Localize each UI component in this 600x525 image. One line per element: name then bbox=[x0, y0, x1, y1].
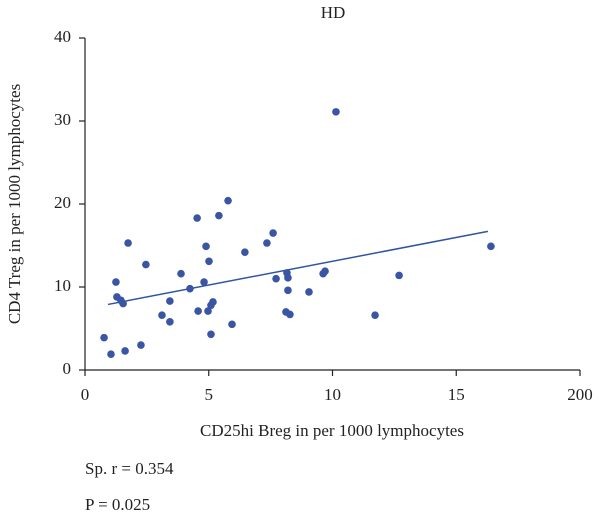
point bbox=[332, 108, 340, 116]
point bbox=[205, 257, 213, 266]
y-tick-label: 0 bbox=[63, 359, 72, 378]
point bbox=[107, 350, 115, 359]
x-tick-label: 15 bbox=[448, 385, 465, 404]
point bbox=[269, 229, 277, 237]
point bbox=[100, 333, 108, 342]
trend-line bbox=[107, 230, 489, 306]
point bbox=[487, 242, 495, 251]
point bbox=[137, 341, 145, 349]
point bbox=[202, 242, 210, 251]
point bbox=[194, 307, 202, 315]
point bbox=[321, 267, 329, 276]
point bbox=[193, 214, 201, 222]
y-tick-label: 40 bbox=[54, 27, 71, 46]
x-axis-label: CD25hi Breg in per 1000 lymphocytes bbox=[200, 421, 464, 440]
point bbox=[119, 299, 127, 308]
point bbox=[166, 318, 174, 326]
point bbox=[177, 269, 185, 278]
point bbox=[121, 347, 129, 355]
point bbox=[224, 196, 232, 205]
y-tick-label: 30 bbox=[54, 110, 71, 129]
chart-title: HD bbox=[321, 3, 346, 22]
point bbox=[241, 248, 249, 256]
point bbox=[263, 239, 271, 247]
x-tick-label: 10 bbox=[324, 385, 341, 404]
y-tick-label: 10 bbox=[54, 276, 71, 295]
point bbox=[284, 286, 292, 295]
x-tick-label: 0 bbox=[81, 385, 90, 404]
point bbox=[207, 330, 215, 339]
point bbox=[200, 278, 208, 286]
point bbox=[204, 307, 212, 315]
point bbox=[186, 284, 194, 293]
point bbox=[284, 274, 292, 282]
annotation: P = 0.025 bbox=[85, 495, 150, 514]
point bbox=[272, 274, 280, 283]
point bbox=[209, 298, 217, 306]
point bbox=[215, 211, 223, 220]
point bbox=[112, 278, 120, 286]
point bbox=[158, 311, 166, 320]
point bbox=[228, 320, 236, 329]
x-tick-label: 5 bbox=[205, 385, 214, 404]
point bbox=[166, 297, 174, 305]
point bbox=[286, 310, 294, 319]
y-axis-label: CD4 Treg in per 1000 lymphocytes bbox=[5, 84, 24, 324]
y-tick-label: 20 bbox=[54, 193, 71, 212]
point bbox=[395, 271, 403, 280]
point bbox=[124, 239, 132, 247]
annotation: Sp. r = 0.354 bbox=[85, 459, 174, 478]
point bbox=[305, 288, 313, 296]
point bbox=[142, 260, 150, 269]
point bbox=[371, 311, 379, 320]
x-tick-label: 200 bbox=[567, 385, 593, 404]
